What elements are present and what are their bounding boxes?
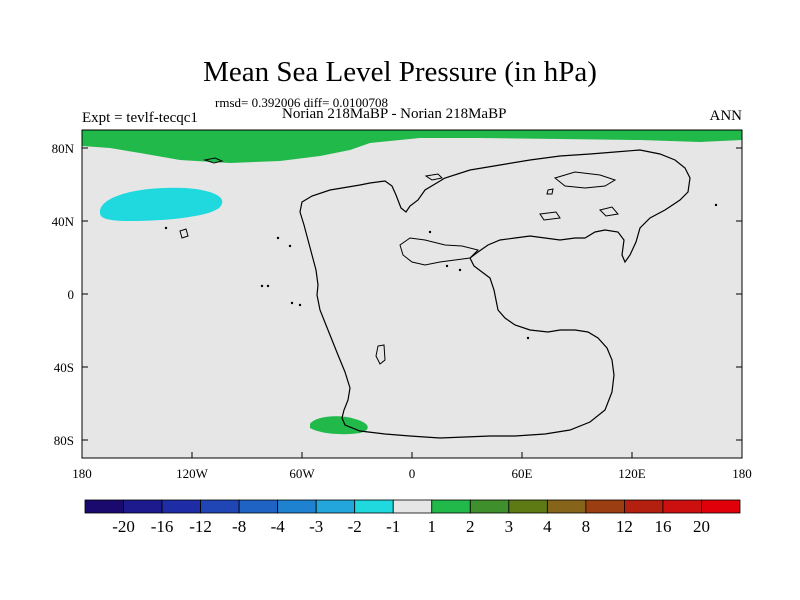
island-outline	[424, 173, 444, 181]
colorbar-label: 1	[428, 517, 437, 536]
seaway-outline	[399, 237, 479, 266]
positive-anomaly-region-north	[82, 130, 742, 163]
colorbar-swatch	[469, 499, 510, 514]
colorbar-swatch	[123, 499, 163, 514]
lat-label-40n: 40N	[52, 214, 75, 229]
map-title: Mean Sea Level Pressure (in hPa)	[203, 56, 597, 88]
colorbar-label: -2	[348, 517, 362, 536]
colorbar-swatch	[277, 499, 317, 514]
positive-anomaly-region-south	[310, 416, 368, 435]
island-outline	[553, 171, 617, 189]
island-outline	[203, 157, 224, 164]
lat-label-80n: 80N	[52, 141, 75, 156]
colorbar-label: -1	[386, 517, 400, 536]
tick-marks	[81, 147, 743, 458]
lon-label-120e: 120E	[618, 466, 646, 481]
colorbar-label: 4	[543, 517, 552, 536]
colorbar-swatch	[392, 499, 433, 514]
map-background	[82, 130, 742, 458]
island-outline	[179, 228, 189, 239]
colorbar-swatch	[315, 499, 356, 514]
colorbar-swatch	[161, 499, 201, 514]
colorbar-swatch	[431, 499, 471, 514]
colorbar-swatch	[508, 499, 548, 514]
colorbar-swatch	[624, 499, 664, 514]
negative-anomaly-region	[99, 187, 223, 221]
lon-label-180-west: 180	[72, 466, 92, 481]
colorbar-label: -20	[112, 517, 135, 536]
colorbar-label: 20	[693, 517, 710, 536]
lat-label-80s: 80S	[54, 433, 74, 448]
colorbar-label: 3	[505, 517, 514, 536]
colorbar-swatch	[662, 499, 702, 514]
colorbar-swatch	[84, 499, 124, 514]
colorbar-label: -3	[309, 517, 323, 536]
colorbar-swatch	[238, 499, 279, 514]
island-outline	[539, 211, 561, 221]
comparison-label: Norian 218MaBP - Norian 218MaBP	[282, 106, 507, 122]
colorbar: -20 -16 -12 -8 -4 -3 -2 -1 1 2 3 4 8 12 16 20	[84, 499, 741, 536]
colorbar-label: 8	[582, 517, 591, 536]
lat-label-40s: 40S	[54, 360, 74, 375]
colorbar-label: -8	[232, 517, 246, 536]
colorbar-label: 16	[654, 517, 671, 536]
colorbar-swatch	[546, 499, 587, 514]
colorbar-label: -16	[151, 517, 174, 536]
colorbar-label: -4	[271, 517, 286, 536]
colorbar-swatch	[585, 499, 625, 514]
island-outline	[599, 206, 619, 217]
colorbar-label: 2	[466, 517, 475, 536]
island-outline	[375, 344, 386, 365]
colorbar-label: -12	[189, 517, 212, 536]
colorbar-swatch	[701, 499, 741, 514]
lat-label-0: 0	[68, 287, 75, 302]
lon-label-180-east: 180	[732, 466, 752, 481]
colorbar-label: 12	[616, 517, 633, 536]
colorbar-swatch	[354, 499, 394, 514]
lon-label-120w: 120W	[176, 466, 209, 481]
lon-label-60w: 60W	[289, 466, 315, 481]
island-outline	[546, 188, 554, 195]
lon-label-0: 0	[409, 466, 416, 481]
stats-line: rmsd= 0.392006 diff= 0.0100708	[215, 95, 388, 110]
season-label: ANN	[709, 108, 743, 124]
colorbar-swatch	[200, 499, 240, 514]
continent-outline	[299, 149, 691, 439]
small-islands	[164, 203, 718, 340]
experiment-label: Expt = tevlf-tecqc1	[82, 110, 198, 126]
lon-label-60e: 60E	[512, 466, 533, 481]
